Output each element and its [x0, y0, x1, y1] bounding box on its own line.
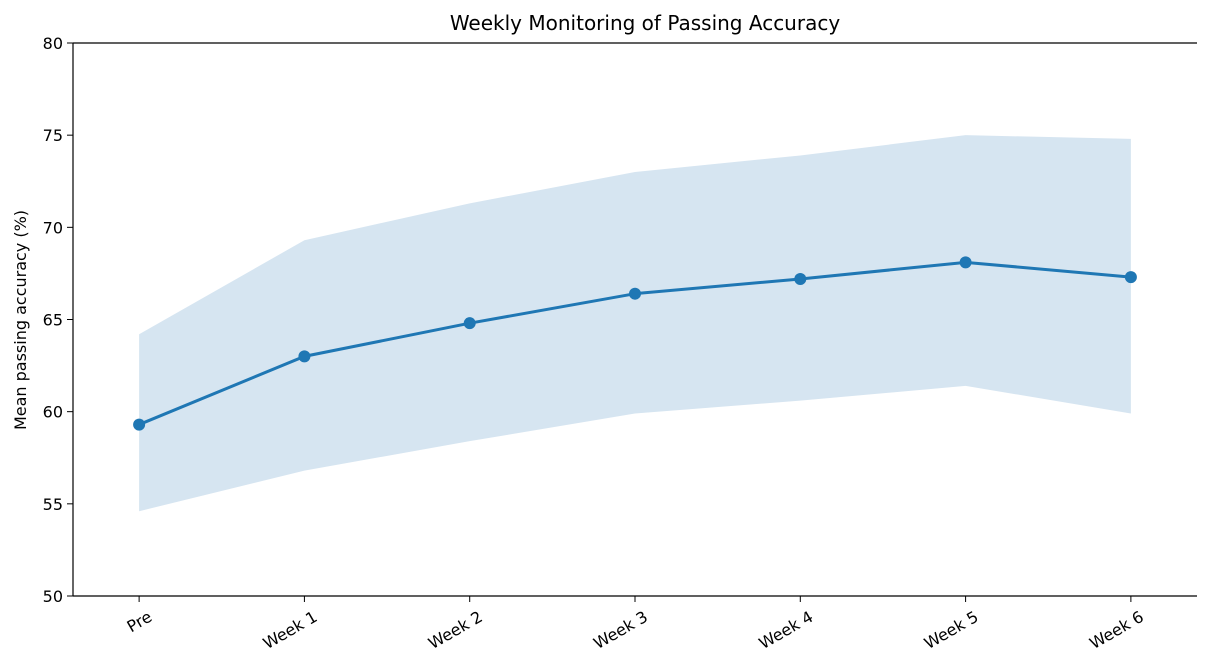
point — [959, 256, 972, 269]
x-tick-label: Week 6 — [1086, 607, 1147, 653]
point — [463, 317, 476, 330]
x-tick-label: Week 1 — [260, 607, 321, 653]
x-tick-label: Pre — [124, 607, 156, 636]
point — [1124, 271, 1137, 284]
y-tick-label: 80 — [43, 34, 63, 53]
y-tick-label: 60 — [43, 403, 63, 422]
x-tick-label: Week 5 — [921, 607, 982, 653]
x-tick-label: Week 3 — [590, 607, 651, 653]
y-tick-label: 70 — [43, 218, 63, 237]
point — [794, 272, 807, 285]
point — [133, 418, 146, 431]
y-tick-label: 55 — [43, 495, 63, 514]
point — [298, 350, 311, 363]
x-tick-label: Week 4 — [756, 607, 817, 653]
confidence-band — [139, 135, 1131, 512]
y-tick-label: 65 — [43, 311, 63, 330]
y-axis-label: Mean passing accuracy (%) — [11, 210, 30, 430]
y-tick-label: 50 — [43, 587, 63, 606]
point — [629, 287, 641, 300]
y-tick-label: 75 — [43, 126, 63, 145]
chart-title: Weekly Monitoring of Passing Accuracy — [450, 11, 841, 35]
x-tick-label: Week 2 — [425, 607, 486, 653]
